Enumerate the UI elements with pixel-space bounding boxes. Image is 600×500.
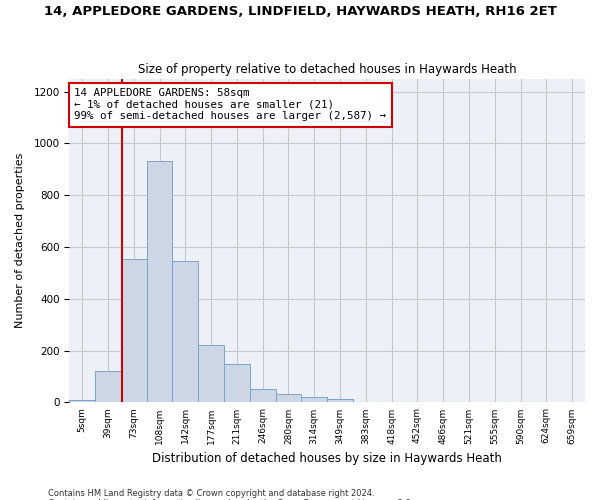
Text: 14, APPLEDORE GARDENS, LINDFIELD, HAYWARDS HEATH, RH16 2ET: 14, APPLEDORE GARDENS, LINDFIELD, HAYWAR…	[44, 5, 556, 18]
Title: Size of property relative to detached houses in Haywards Heath: Size of property relative to detached ho…	[138, 63, 517, 76]
Bar	[224, 364, 250, 403]
Bar	[198, 346, 224, 403]
Text: 14 APPLEDORE GARDENS: 58sqm
← 1% of detached houses are smaller (21)
99% of semi: 14 APPLEDORE GARDENS: 58sqm ← 1% of deta…	[74, 88, 386, 122]
Bar	[275, 394, 301, 402]
Bar	[250, 389, 275, 402]
Bar	[172, 261, 198, 402]
Bar	[70, 400, 95, 402]
X-axis label: Distribution of detached houses by size in Haywards Heath: Distribution of detached houses by size …	[152, 452, 502, 465]
Bar	[327, 399, 353, 402]
Bar	[146, 162, 172, 402]
Text: Contains HM Land Registry data © Crown copyright and database right 2024.: Contains HM Land Registry data © Crown c…	[48, 488, 374, 498]
Y-axis label: Number of detached properties: Number of detached properties	[15, 153, 25, 328]
Bar	[95, 372, 121, 402]
Text: Contains public sector information licensed under the Open Government Licence v3: Contains public sector information licen…	[48, 498, 413, 500]
Bar	[301, 396, 327, 402]
Bar	[121, 258, 146, 402]
